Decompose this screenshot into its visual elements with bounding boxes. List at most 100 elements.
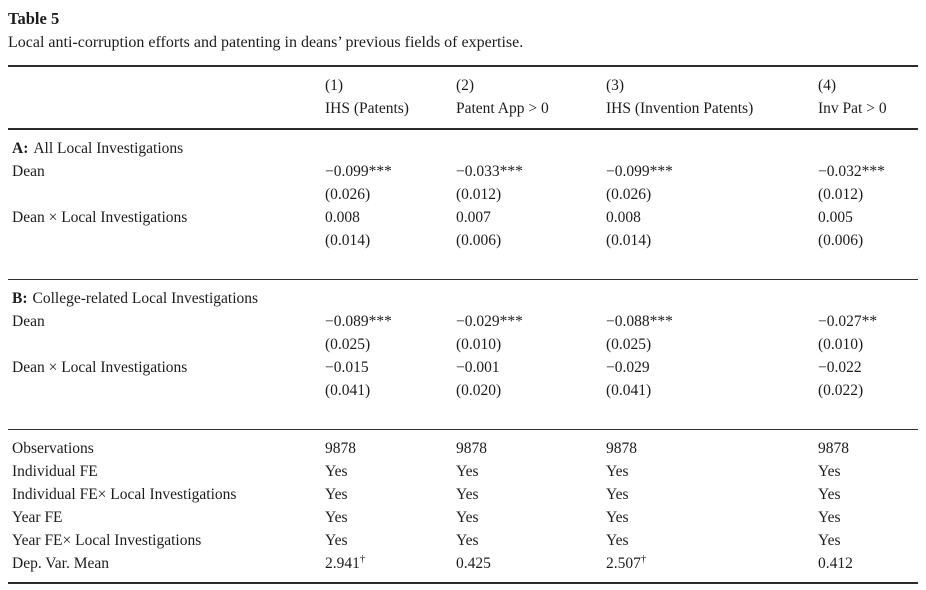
table-header: (1) (2) (3) (4) IHS (Patents) Patent App…: [8, 66, 918, 130]
footer-label: Dep. Var. Mean: [12, 555, 109, 572]
se-cell: (0.026): [325, 186, 371, 203]
coefficient-cell: 0.007: [456, 209, 491, 226]
column-number: (1): [325, 77, 344, 94]
coefficient-cell: −0.029***: [456, 313, 523, 330]
coefficient-cell: −0.089***: [325, 313, 392, 330]
dep-var-mean: 0.412: [818, 555, 853, 572]
coefficient-cell: 0.008: [606, 209, 641, 226]
row-label: [8, 333, 325, 356]
header-spacer: [8, 97, 325, 130]
table-title: Table 5: [8, 9, 60, 28]
footer-value: Yes: [325, 463, 348, 480]
footer-value: Yes: [818, 509, 841, 526]
footer-value: Yes: [818, 532, 841, 549]
se-cell: (0.012): [818, 186, 864, 203]
footer-value: Yes: [606, 532, 629, 549]
footer-value: 0.412: [818, 552, 918, 583]
footer-label: Year FE× Local Investigations: [12, 532, 202, 549]
coefficient-cell: −0.033***: [456, 163, 523, 180]
footer-label: Individual FE: [12, 463, 98, 480]
coefficient-cell: −0.022: [818, 359, 862, 376]
column-number: (3): [606, 77, 625, 94]
column-header: Inv Pat > 0: [818, 97, 918, 130]
footer-row: Year FE× Local Investigations Yes Yes Ye…: [8, 529, 918, 552]
dep-var-mean: 0.425: [456, 555, 491, 572]
footer-value: 2.941†: [325, 552, 456, 583]
table-caption: Local anti-corruption efforts and patent…: [8, 34, 524, 51]
row-label: [8, 183, 325, 206]
footer-value: 2.507†: [606, 552, 818, 583]
se-cell: (0.006): [456, 229, 606, 280]
footer-value: Yes: [818, 486, 841, 503]
footer-label: Individual FE× Local Investigations: [12, 486, 237, 503]
panel-heading-row: A: All Local Investigations: [8, 129, 918, 160]
footer-value: Yes: [606, 463, 629, 480]
row-label: Dean: [12, 163, 45, 180]
coefficient-cell: −0.027**: [818, 313, 878, 330]
panel-b: B: College-related Local Investigations D…: [8, 280, 918, 430]
coefficient-cell: −0.029: [606, 359, 650, 376]
column-header: IHS (Patents): [325, 97, 456, 130]
coefficient-cell: −0.088***: [606, 313, 673, 330]
footer-value: 9878: [606, 440, 637, 457]
footer-value: Yes: [818, 463, 841, 480]
column-number: (2): [456, 77, 475, 94]
header-spacer: [8, 66, 325, 97]
dagger-superscript: †: [640, 553, 647, 565]
row-label: Dean × Local Investigations: [12, 209, 188, 226]
se-cell: (0.006): [818, 229, 918, 280]
panel-heading-text: College-related Local Investigations: [32, 290, 259, 307]
panel-heading: A: All Local Investigations: [8, 129, 918, 160]
footer-label: Year FE: [12, 509, 63, 526]
coefficient-cell: 0.008: [325, 209, 360, 226]
coef-row: Dean −0.099*** −0.033*** −0.099*** −0.03…: [8, 160, 918, 183]
footer-row: Individual FE× Local Investigations Yes …: [8, 483, 918, 506]
se-cell: (0.020): [456, 379, 606, 430]
coefficient-cell: −0.099***: [606, 163, 673, 180]
regression-table: (1) (2) (3) (4) IHS (Patents) Patent App…: [8, 65, 918, 584]
column-number-row: (1) (2) (3) (4): [8, 66, 918, 97]
column-label-row: IHS (Patents) Patent App > 0 IHS (Invent…: [8, 97, 918, 130]
row-label: [8, 229, 325, 280]
row-label: [8, 379, 325, 430]
table-footer: Observations 9878 9878 9878 9878 Individ…: [8, 430, 918, 584]
footer-value: Yes: [325, 509, 348, 526]
footer-value: Yes: [456, 463, 479, 480]
footer-value: Yes: [606, 509, 629, 526]
footer-value: Yes: [325, 486, 348, 503]
se-cell: (0.025): [606, 336, 652, 353]
row-label: Dean × Local Investigations: [12, 359, 188, 376]
footer-value: Yes: [456, 532, 479, 549]
se-cell: (0.010): [818, 336, 864, 353]
se-cell: (0.014): [325, 229, 456, 280]
coef-row: Dean −0.089*** −0.029*** −0.088*** −0.02…: [8, 310, 918, 333]
se-row: (0.041) (0.020) (0.041) (0.022): [8, 379, 918, 430]
column-header: IHS (Invention Patents): [606, 97, 818, 130]
footer-value: Yes: [456, 509, 479, 526]
se-cell: (0.041): [606, 379, 818, 430]
coefficient-cell: −0.099***: [325, 163, 392, 180]
footer-row: Individual FE Yes Yes Yes Yes: [8, 460, 918, 483]
coefficient-cell: −0.015: [325, 359, 369, 376]
panel-letter: B:: [12, 290, 28, 307]
footer-row: Observations 9878 9878 9878 9878: [8, 430, 918, 461]
footer-row: Year FE Yes Yes Yes Yes: [8, 506, 918, 529]
se-row: (0.025) (0.010) (0.025) (0.010): [8, 333, 918, 356]
se-cell: (0.026): [606, 186, 652, 203]
se-cell: (0.014): [606, 229, 818, 280]
se-row: (0.014) (0.006) (0.014) (0.006): [8, 229, 918, 280]
se-row: (0.026) (0.012) (0.026) (0.012): [8, 183, 918, 206]
se-cell: (0.041): [325, 379, 456, 430]
coefficient-cell: −0.001: [456, 359, 500, 376]
coefficient-cell: −0.032***: [818, 163, 885, 180]
panel-heading-text: All Local Investigations: [33, 140, 184, 157]
footer-value: Yes: [606, 486, 629, 503]
panel-a: A: All Local Investigations Dean −0.099**…: [8, 129, 918, 280]
se-cell: (0.012): [456, 186, 502, 203]
coef-row: Dean × Local Investigations −0.015 −0.00…: [8, 356, 918, 379]
footer-value: 9878: [325, 440, 356, 457]
dagger-superscript: †: [359, 553, 366, 565]
column-header: Patent App > 0: [456, 97, 606, 130]
se-cell: (0.022): [818, 379, 918, 430]
